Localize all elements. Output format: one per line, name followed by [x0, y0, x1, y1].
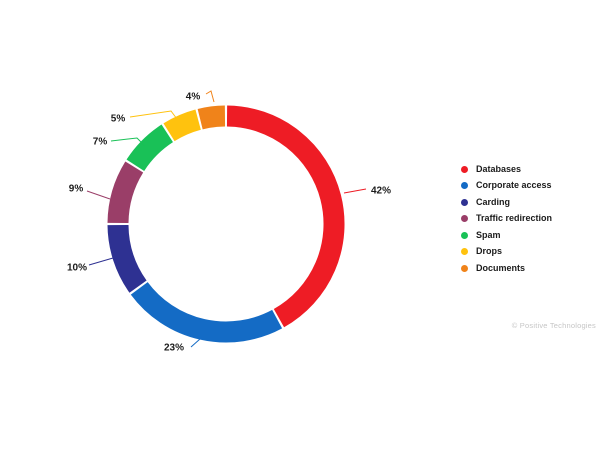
callout-line-carding	[88, 257, 114, 266]
legend-item-spam: Spam	[461, 230, 552, 240]
legend-swatch-icon	[461, 198, 468, 206]
callout-line-databases	[343, 188, 367, 194]
legend-swatch-icon	[461, 231, 468, 239]
legend-label: Databases	[476, 163, 522, 174]
callout-line-traffic-redirection	[86, 190, 111, 200]
donut-segment-traffic-redirection	[107, 161, 144, 224]
legend-label: Spam	[476, 229, 501, 240]
callout-line-drops	[129, 110, 178, 120]
percent-label-documents: 4%	[185, 91, 201, 103]
legend-item-databases: Databases	[461, 164, 552, 174]
percent-label-carding: 10%	[66, 262, 88, 274]
legend-label: Traffic redirection	[476, 213, 553, 223]
percent-label-drops: 5%	[110, 113, 126, 125]
legend-label: Drops	[476, 246, 503, 256]
legend-item-documents: Documents	[461, 263, 552, 273]
legend-item-carding: Carding	[461, 197, 552, 207]
donut-segment-drops	[163, 109, 202, 142]
percent-label-spam: 7%	[92, 136, 108, 148]
legend-label: Carding	[476, 196, 511, 207]
legend-item-traffic-redirection: Traffic redirection	[461, 214, 552, 224]
legend-label: Corporate access	[476, 180, 552, 190]
callout-line-corporate-access	[190, 338, 201, 348]
legend-item-corporate-access: Corporate access	[461, 181, 552, 191]
copyright-text: © Positive Technologies	[511, 321, 596, 330]
donut-segment-databases	[226, 105, 345, 328]
legend-swatch-icon	[461, 248, 468, 255]
percent-label-databases: 42%	[370, 185, 392, 197]
legend-item-drops: Drops	[461, 247, 552, 257]
legend-swatch-icon	[461, 215, 468, 222]
callout-line-spam	[110, 137, 146, 147]
percent-label-traffic-redirection: 9%	[68, 183, 84, 195]
legend-label: Documents	[476, 262, 526, 273]
legend-swatch-icon	[461, 264, 468, 272]
callout-line-documents	[205, 90, 215, 103]
donut-segment-spam	[126, 124, 174, 172]
percent-label-corporate-access: 23%	[163, 342, 185, 354]
legend-swatch-icon	[461, 182, 468, 189]
donut-segment-corporate-access	[130, 281, 283, 343]
donut-segment-documents	[197, 105, 226, 130]
legend: Databases Corporate access Carding Traffic …	[461, 164, 552, 280]
legend-swatch-icon	[461, 165, 468, 173]
donut-segment-carding	[107, 224, 147, 293]
